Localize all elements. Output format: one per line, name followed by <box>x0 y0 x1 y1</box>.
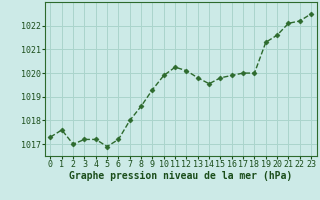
X-axis label: Graphe pression niveau de la mer (hPa): Graphe pression niveau de la mer (hPa) <box>69 171 292 181</box>
